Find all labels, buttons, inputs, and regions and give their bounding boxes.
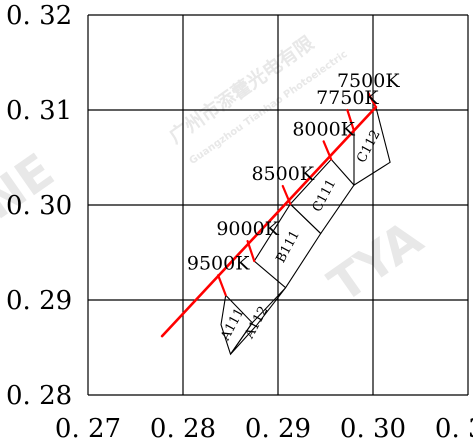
y-tick-label: 0. 32 [6, 1, 72, 31]
bin-region [289, 158, 355, 235]
y-tick-label: 0. 31 [6, 96, 72, 126]
labels: 0. 270. 280. 290. 300. 310. 280. 290. 30… [6, 1, 473, 444]
x-tick-label: 0. 28 [150, 414, 216, 444]
locus-layer [160, 105, 378, 338]
y-tick-label: 0. 30 [6, 191, 72, 221]
cct-isotherm-line [246, 240, 256, 263]
cct-lines [217, 91, 377, 297]
cct-isotherm-line [281, 184, 292, 206]
cct-isotherm-line [217, 274, 227, 297]
cct-isotherm-line [346, 108, 356, 132]
cct-label: 8500K [251, 163, 314, 185]
bin-label: C112 [354, 128, 384, 166]
bin-label: A112 [242, 304, 272, 342]
cct-isotherm-line [367, 91, 377, 109]
cct-isotherm-line [322, 140, 333, 161]
cct-label: 7500K [337, 70, 400, 92]
planckian-locus-line [160, 105, 378, 338]
bin-region [230, 287, 287, 355]
watermark-text: TYA [319, 210, 433, 313]
y-tick-label: 0. 29 [6, 286, 72, 316]
x-tick-label: 0. 27 [55, 414, 121, 444]
x-tick-label: 0. 30 [340, 414, 406, 444]
bin-label: A111 [218, 306, 248, 344]
cct-label: 7750K [316, 87, 379, 109]
y-tick-label: 0. 28 [6, 381, 72, 411]
x-tick-label: 0. 31 [435, 414, 473, 444]
cct-label: 8000K [292, 118, 355, 140]
bin-label: C111 [310, 177, 340, 215]
cct-label: 9500K [187, 252, 250, 274]
cct-label: 9000K [216, 218, 279, 240]
grid [87, 14, 469, 396]
x-tick-label: 0. 29 [245, 414, 311, 444]
